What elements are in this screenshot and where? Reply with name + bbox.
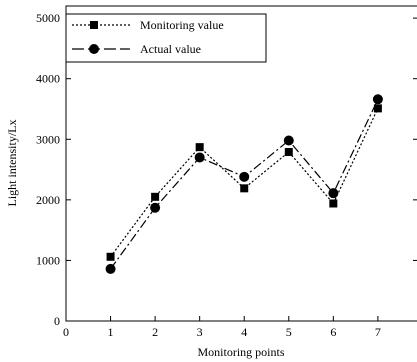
data-point [373, 104, 382, 113]
data-point [284, 147, 293, 156]
x-tick-label: 6 [330, 325, 336, 339]
series-actual-value [105, 94, 383, 274]
series-monitoring-value [106, 104, 382, 261]
plot-frame [65, 5, 417, 322]
legend-label: Monitoring value [140, 18, 224, 32]
y-axis-title: Light intensity/Lx [5, 120, 19, 207]
data-point [195, 143, 204, 152]
legend-label: Actual value [140, 42, 201, 56]
x-axis: 0 1 2 3 4 5 6 7 [63, 316, 381, 339]
x-tick-label: 0 [63, 325, 69, 339]
series-line [110, 99, 379, 270]
data-point [105, 263, 116, 274]
data-point [240, 184, 249, 193]
data-point [328, 188, 339, 199]
x-tick-label: 3 [197, 325, 203, 339]
series-layer [105, 94, 383, 274]
legend-marker [90, 21, 98, 29]
legend-marker [89, 44, 99, 54]
y-tick-label: 0 [54, 314, 60, 328]
data-point [283, 135, 294, 146]
y-axis: 0 1000 2000 3000 4000 5000 [36, 11, 417, 328]
data-point [194, 152, 205, 163]
data-point [151, 192, 160, 201]
data-point [150, 202, 161, 213]
y-tick-label: 3000 [36, 132, 60, 146]
legend-box [65, 13, 267, 63]
data-point [106, 252, 115, 261]
x-tick-label: 5 [286, 325, 292, 339]
y-tick-label: 2000 [36, 193, 60, 207]
x-tick-label: 7 [375, 325, 381, 339]
plot-area-border [65, 5, 417, 322]
x-tick-label: 2 [152, 325, 158, 339]
y-tick-label: 5000 [36, 11, 60, 25]
y-tick-label: 1000 [36, 253, 60, 267]
y-tick-label: 4000 [36, 72, 60, 86]
x-axis-title: Monitoring points [197, 345, 284, 359]
x-tick-label: 4 [241, 325, 247, 339]
data-point [239, 171, 250, 182]
legend: Monitoring value Actual value [65, 13, 267, 63]
x-tick-label: 1 [108, 325, 114, 339]
data-point [329, 199, 338, 208]
data-point [372, 94, 383, 105]
